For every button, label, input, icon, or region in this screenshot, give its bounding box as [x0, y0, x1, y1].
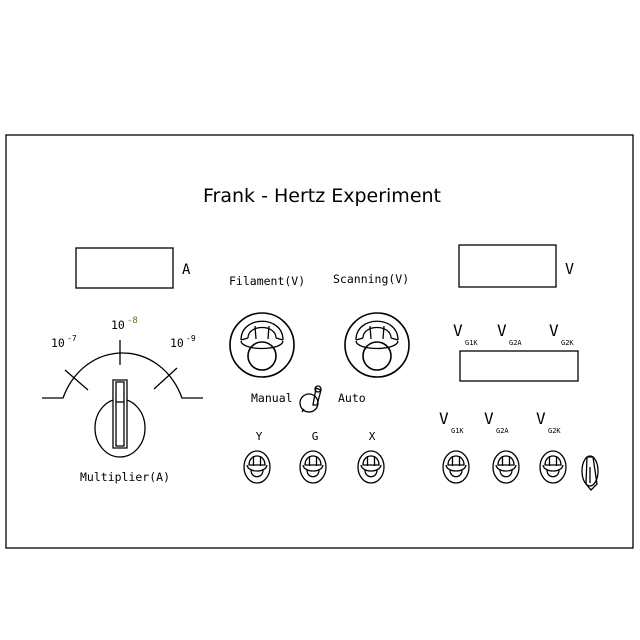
instrument-panel: [5, 134, 634, 549]
voltage-display: [458, 244, 557, 288]
svg-text:V: V: [439, 409, 449, 428]
current-display: [75, 247, 174, 289]
manual-auto-toggle-switch[interactable]: [299, 385, 322, 413]
y-label: Y: [256, 430, 263, 443]
multiplier-label: Multiplier(A): [80, 470, 170, 484]
voltage-unit-label: V: [565, 260, 574, 278]
panel-title: Frank - Hertz Experiment: [203, 185, 441, 207]
svg-text:G2K: G2K: [561, 339, 574, 347]
svg-text:V: V: [536, 409, 546, 428]
svg-text:G1K: G1K: [451, 427, 464, 435]
svg-text:V: V: [453, 321, 463, 340]
g-knob[interactable]: [299, 450, 327, 484]
voltage-selector-labels-top: V G1K V G2A V G2K: [453, 321, 574, 347]
auto-label: Auto: [338, 391, 366, 405]
mult-base-9: 10: [170, 336, 184, 350]
vg2a-knob[interactable]: [492, 450, 520, 484]
mult-exp-7: -7: [67, 334, 77, 343]
mult-base-7: 10: [51, 336, 65, 350]
svg-text:G2K: G2K: [548, 427, 561, 435]
voltage-selector-display: [459, 350, 579, 382]
multiplier-knob[interactable]: [94, 379, 146, 458]
g-label: G: [312, 430, 319, 443]
manual-label: Manual: [251, 391, 293, 405]
svg-text:G2A: G2A: [496, 427, 509, 435]
voltage-selector-labels-bottom: V G1K V G2A V G2K: [439, 409, 561, 435]
svg-text:V: V: [549, 321, 559, 340]
scanning-knob[interactable]: [344, 312, 410, 378]
vg2k-knob[interactable]: [539, 450, 567, 484]
mult-exp-9: -9: [186, 334, 196, 343]
svg-text:V: V: [484, 409, 494, 428]
mult-exp-8: -8: [127, 316, 138, 326]
filament-label: Filament(V): [229, 274, 305, 288]
mult-base-8: 10: [111, 318, 125, 332]
vg1k-knob[interactable]: [442, 450, 470, 484]
multiplier-scale: 10 -7 10 -8 10 -9: [42, 316, 203, 399]
power-toggle-switch[interactable]: [581, 455, 599, 491]
svg-text:V: V: [497, 321, 507, 340]
x-knob[interactable]: [357, 450, 385, 484]
svg-text:G1K: G1K: [465, 339, 478, 347]
svg-text:G2A: G2A: [509, 339, 522, 347]
x-label: X: [369, 430, 376, 443]
filament-knob[interactable]: [229, 312, 295, 378]
current-unit-label: A: [182, 262, 191, 278]
scanning-label: Scanning(V): [333, 272, 409, 286]
y-knob[interactable]: [243, 450, 271, 484]
